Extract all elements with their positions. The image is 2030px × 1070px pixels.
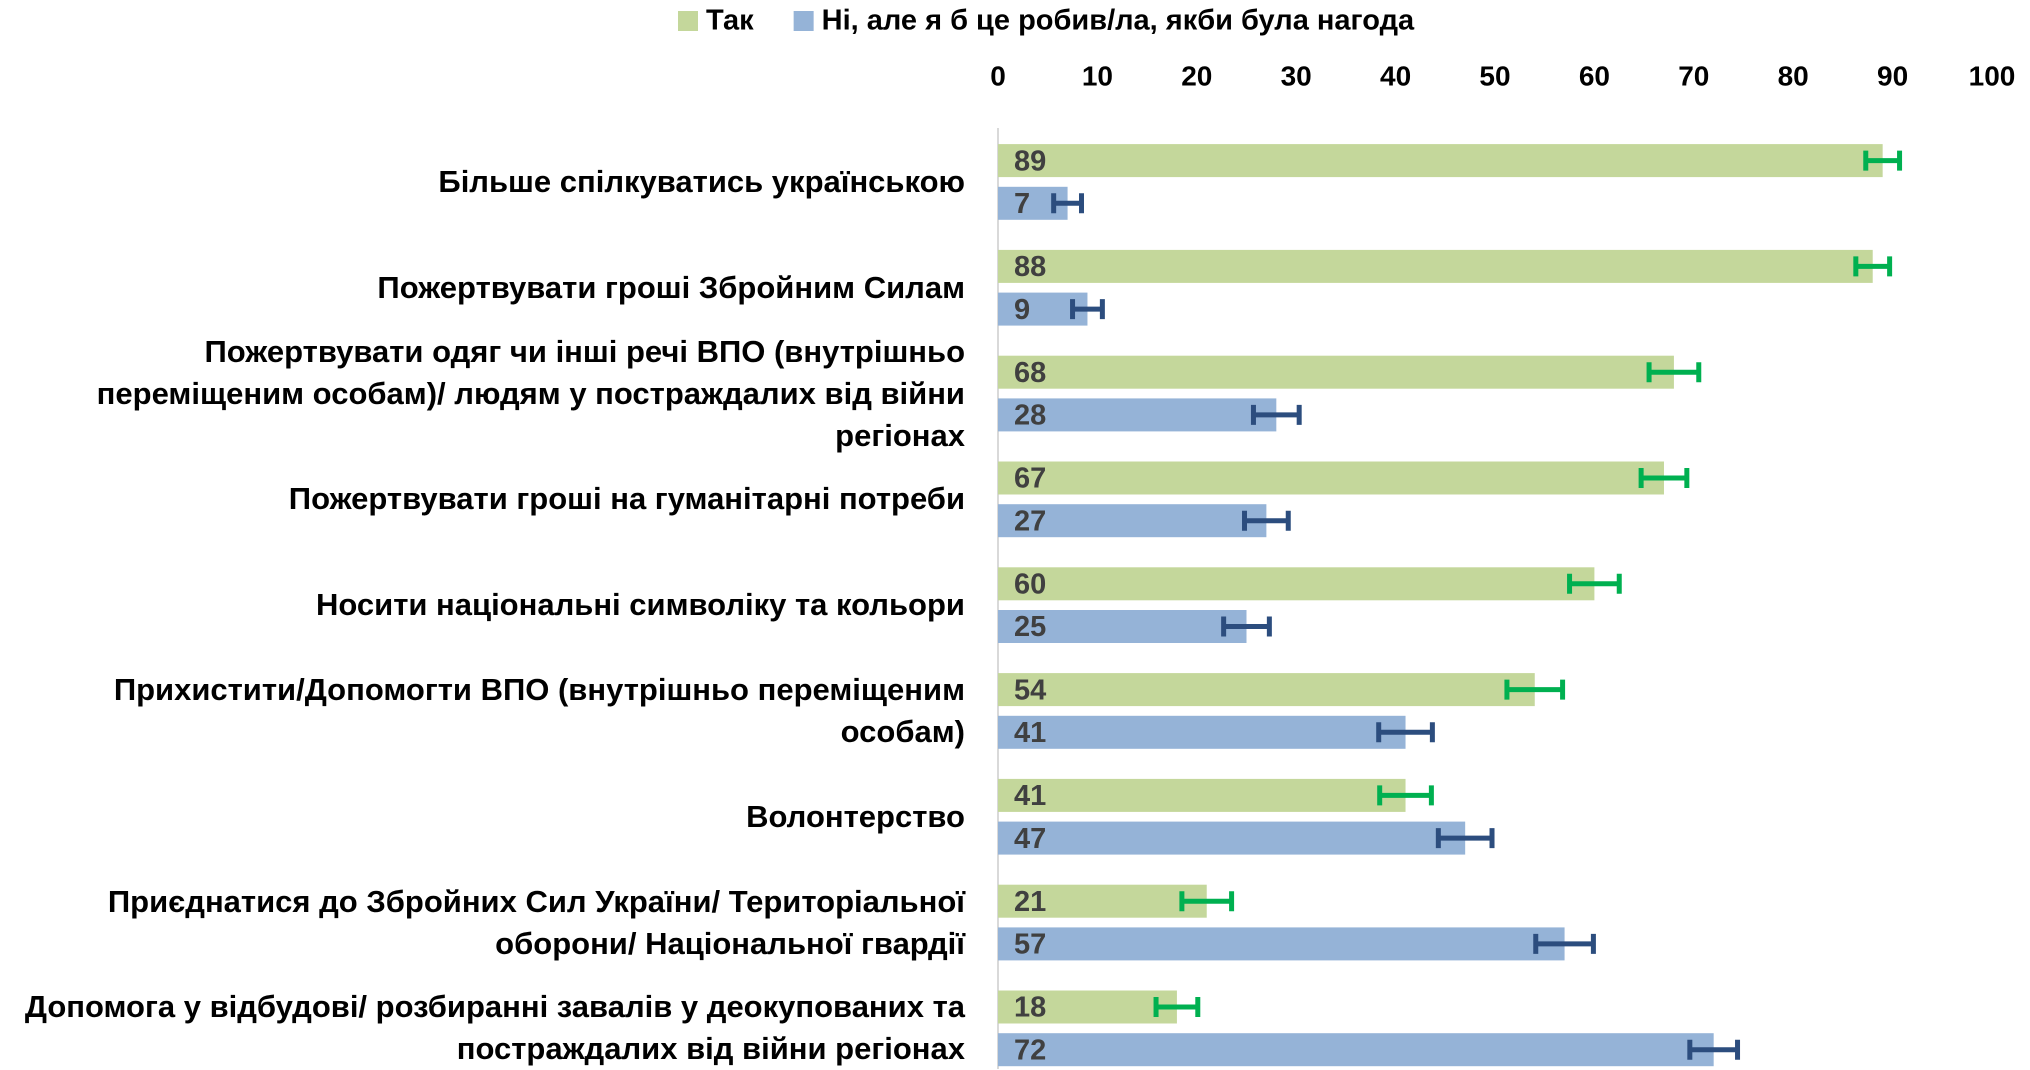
x-tick-label: 80	[1778, 60, 1809, 91]
bar	[998, 567, 1595, 601]
bar	[998, 1033, 1714, 1067]
bar	[998, 504, 1267, 538]
value-label: 28	[1014, 400, 1046, 432]
value-label: 60	[1014, 568, 1046, 600]
error-bar	[1646, 362, 1702, 383]
x-tick-label: 10	[1082, 60, 1113, 91]
bar	[998, 461, 1664, 495]
category-label: Прихистити/Допомогти ВПО (внутрішньо пер…	[113, 671, 965, 749]
value-label: 27	[1014, 505, 1046, 537]
category-label: Пожертвувати гроші Збройним Силам	[377, 269, 965, 305]
category-label: Пожертвувати гроші на гуманітарні потреб…	[288, 481, 965, 517]
bar	[998, 673, 1535, 707]
bar	[998, 778, 1406, 812]
category-label: Волонтерство	[746, 798, 965, 834]
value-label: 41	[1014, 780, 1046, 812]
x-tick-label: 40	[1380, 60, 1411, 91]
value-label: 47	[1014, 823, 1046, 855]
x-tick-label: 20	[1181, 60, 1212, 91]
value-label: 72	[1014, 1034, 1046, 1066]
bar	[998, 398, 1277, 432]
value-label: 18	[1014, 992, 1046, 1024]
value-label: 88	[1014, 251, 1046, 283]
error-bar	[1567, 573, 1622, 594]
legend-swatch	[793, 11, 814, 31]
value-label: 25	[1014, 611, 1046, 643]
error-bar	[1242, 510, 1291, 531]
category-label: Носити національні символіку та кольори	[315, 587, 965, 623]
value-label: 21	[1014, 886, 1046, 918]
value-label: 57	[1014, 929, 1046, 961]
x-tick-label: 0	[990, 60, 1006, 91]
x-tick-label: 70	[1678, 60, 1709, 91]
category-label: Пожертвувати одяг чи інші речі ВПО (внут…	[96, 333, 965, 453]
legend-swatch	[678, 11, 698, 31]
category-label: Приєднатися до Збройних Сил України/ Тер…	[107, 883, 965, 961]
error-bar	[1687, 1039, 1741, 1060]
legend-label: Так	[706, 5, 754, 37]
error-bar	[1221, 616, 1272, 637]
bar	[998, 884, 1207, 918]
bar	[998, 821, 1466, 855]
bar	[998, 990, 1177, 1024]
error-bar	[1863, 150, 1903, 171]
bar	[998, 249, 1873, 283]
error-bar	[1153, 997, 1201, 1017]
value-label: 9	[1014, 294, 1030, 326]
value-label: 67	[1014, 463, 1046, 495]
error-bar	[1638, 468, 1690, 488]
error-bar	[1051, 193, 1084, 214]
category-label: Допомога у відбудові/ розбиранні завалів…	[24, 989, 965, 1067]
legend-label: Ні, але я б це робив/ла, якби була нагод…	[822, 5, 1415, 37]
x-tick-label: 60	[1579, 60, 1610, 91]
bar	[998, 715, 1406, 749]
x-tick-label: 100	[1969, 60, 2016, 91]
bar	[998, 610, 1247, 643]
bar	[998, 355, 1674, 389]
value-label: 68	[1014, 357, 1046, 389]
error-bar	[1533, 933, 1596, 954]
bar	[998, 927, 1565, 961]
value-label: 89	[1014, 145, 1046, 177]
error-bar	[1376, 722, 1435, 743]
error-bar	[1504, 679, 1566, 700]
error-bar	[1853, 256, 1893, 277]
error-bar	[1377, 785, 1434, 806]
error-bar	[1250, 404, 1302, 425]
error-bar	[1070, 299, 1105, 320]
value-label: 54	[1014, 674, 1046, 706]
error-bar	[1179, 891, 1235, 912]
bar	[998, 144, 1883, 178]
x-tick-label: 50	[1479, 60, 1510, 91]
value-label: 7	[1014, 188, 1030, 220]
x-tick-label: 30	[1281, 60, 1312, 91]
category-label: Більше спілкуватись українською	[438, 163, 965, 199]
error-bar	[1435, 828, 1495, 849]
x-tick-label: 90	[1877, 60, 1908, 91]
value-label: 41	[1014, 717, 1046, 749]
